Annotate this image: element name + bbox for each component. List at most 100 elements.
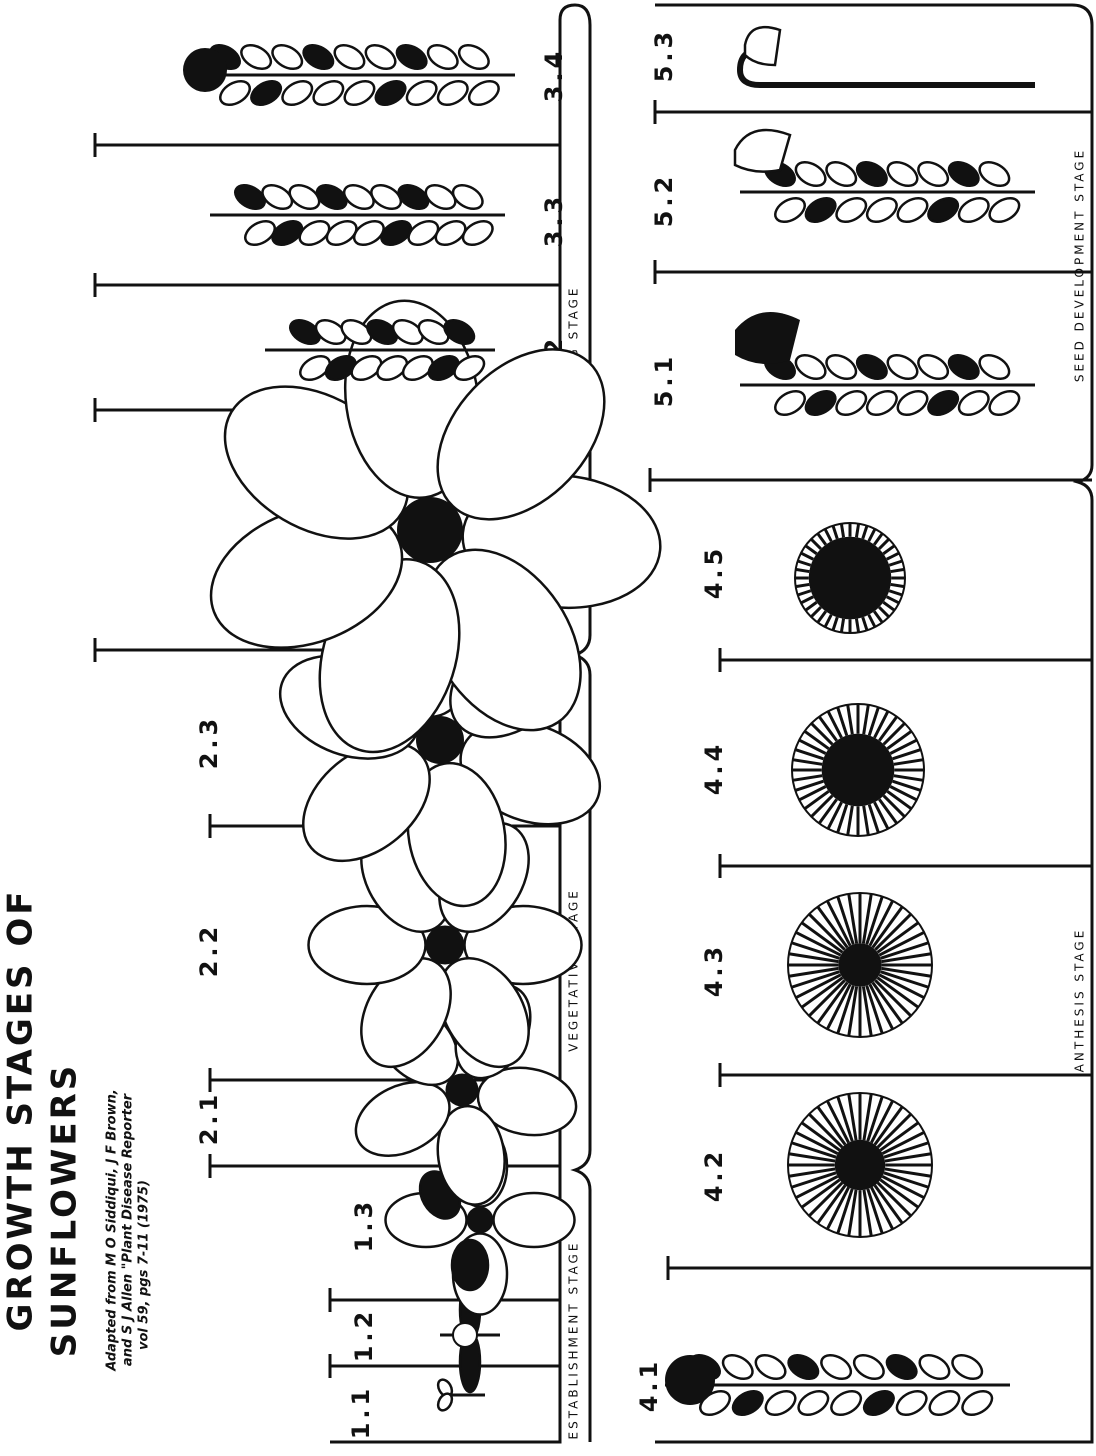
- ray: [795, 1175, 839, 1200]
- flower-disk: [838, 943, 882, 987]
- leaf: [835, 196, 868, 224]
- group-label: SEED DEVELOPMENT STAGE: [1073, 148, 1087, 382]
- ray: [810, 722, 834, 746]
- leaf: [271, 43, 304, 71]
- ray: [797, 559, 812, 567]
- leaf: [862, 1389, 895, 1417]
- leaf: [947, 353, 980, 381]
- ray: [808, 913, 846, 951]
- leaf: [467, 79, 500, 107]
- ray: [867, 804, 880, 834]
- ray: [803, 790, 830, 811]
- leaf: [804, 196, 837, 224]
- ray: [871, 981, 904, 1025]
- leaf: [492, 1191, 576, 1249]
- ray: [795, 567, 810, 574]
- ray: [876, 1113, 912, 1149]
- leaf: [376, 354, 409, 382]
- flower-disk: [821, 733, 895, 807]
- leaf: [764, 1389, 797, 1417]
- leaf: [896, 389, 929, 417]
- flower-rim: [787, 892, 933, 1038]
- ray: [889, 738, 918, 755]
- leaf: [865, 389, 898, 417]
- ray: [794, 748, 824, 761]
- leaf: [820, 1353, 853, 1381]
- ray: [794, 779, 824, 792]
- leaf: [426, 43, 459, 71]
- ray: [847, 1093, 858, 1141]
- ray: [867, 528, 877, 542]
- ray: [816, 610, 827, 624]
- leaf: [364, 43, 397, 71]
- ray: [826, 801, 843, 830]
- ray: [847, 893, 859, 944]
- bud: [452, 1322, 478, 1348]
- ray: [826, 710, 843, 739]
- ray: [788, 952, 839, 964]
- plant-center: [425, 925, 465, 965]
- stage-label: 1.2: [350, 1308, 378, 1363]
- stage-label: 5.2: [650, 173, 678, 228]
- leaf: [774, 196, 806, 224]
- ray: [884, 1152, 932, 1163]
- leaf: [988, 389, 1021, 417]
- stage-label: 1.1: [347, 1385, 375, 1440]
- leaf: [450, 1238, 490, 1292]
- stage-label: 5.3: [650, 28, 678, 83]
- leaf: [835, 389, 868, 417]
- ray: [795, 930, 842, 957]
- ray: [881, 1175, 925, 1200]
- ray: [825, 1100, 850, 1144]
- stage-label: 2.3: [195, 715, 223, 770]
- ray: [871, 905, 904, 949]
- leaf: [928, 1389, 961, 1417]
- ray: [883, 1141, 929, 1159]
- leaf: [947, 160, 980, 188]
- leaf: [354, 1080, 451, 1157]
- ray: [839, 523, 846, 538]
- stage-label: 3.3: [540, 193, 568, 248]
- ray: [825, 900, 852, 947]
- leaf: [333, 43, 366, 71]
- ray: [808, 979, 846, 1017]
- ray: [865, 896, 884, 945]
- ray: [889, 785, 918, 802]
- ray: [836, 804, 849, 834]
- leaf: [754, 1353, 787, 1381]
- leaf: [391, 318, 424, 346]
- leaf: [427, 354, 460, 382]
- leaf: [436, 79, 469, 107]
- group-label: ESTABLISHMENT STAGE: [567, 1241, 581, 1440]
- stage-label: 3.4: [540, 48, 568, 103]
- ray: [888, 559, 903, 567]
- flower-rim: [791, 703, 925, 837]
- flower-rim: [787, 1092, 933, 1238]
- plant-center: [445, 1073, 479, 1107]
- flower-head: [665, 1355, 715, 1405]
- ray: [798, 785, 827, 802]
- ray: [847, 986, 859, 1037]
- leaf: [961, 1389, 994, 1417]
- leaf: [360, 957, 452, 1069]
- ray: [846, 704, 854, 735]
- leaf: [461, 219, 494, 247]
- ray: [868, 900, 895, 947]
- ray: [878, 973, 925, 1000]
- leaf: [978, 353, 1011, 381]
- ray: [873, 1184, 904, 1225]
- flower-rim: [794, 522, 906, 634]
- leaf: [988, 196, 1021, 224]
- ray: [881, 1130, 925, 1155]
- ray: [791, 970, 840, 989]
- ray: [866, 1188, 884, 1234]
- stage-label: 4.4: [700, 741, 728, 796]
- ray: [846, 805, 854, 836]
- ray: [874, 913, 912, 951]
- leaf: [395, 43, 428, 71]
- leaf: [438, 957, 530, 1069]
- ray: [886, 551, 900, 561]
- ray: [797, 589, 812, 597]
- ray: [816, 1184, 847, 1225]
- lower-frame: [655, 3, 1094, 1444]
